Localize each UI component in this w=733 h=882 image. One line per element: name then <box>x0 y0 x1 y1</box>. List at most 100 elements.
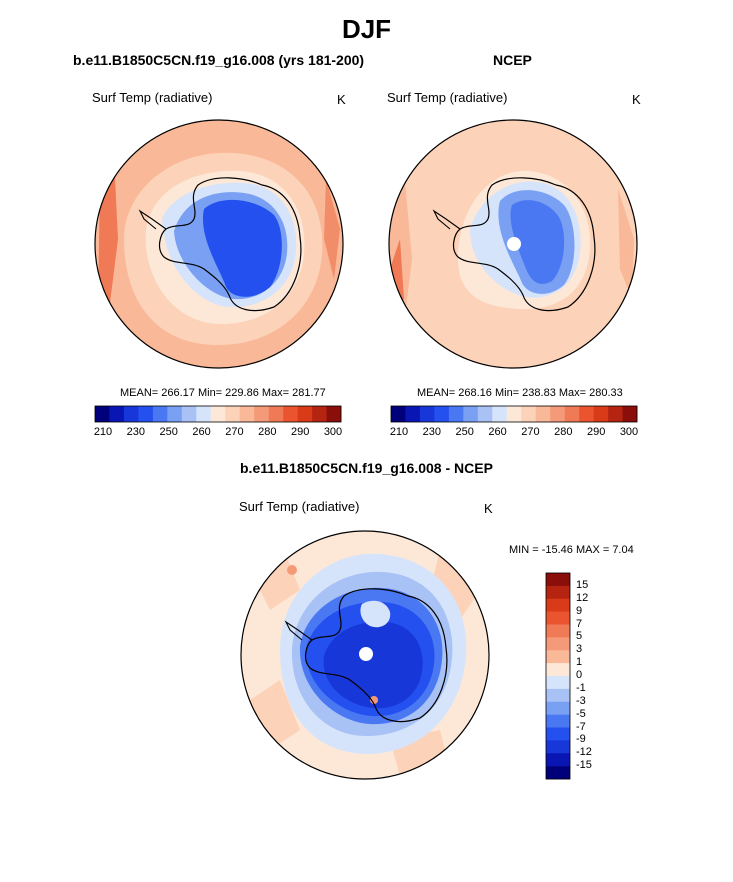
model-colorbar-cell <box>109 406 125 422</box>
obs-colorbar-cell <box>405 406 421 422</box>
model-panel-title: b.e11.B1850C5CN.f19_g16.008 (yrs 181-200… <box>73 52 365 68</box>
model-colorbar-tick-label: 230 <box>126 426 146 438</box>
diff-colorbar-tick-label: -15 <box>576 759 592 772</box>
model-variable-label: Surf Temp (radiative) <box>92 90 213 105</box>
model-colorbar-cell <box>283 406 298 422</box>
diff-colorbar-tick-label: 5 <box>576 630 583 643</box>
obs-colorbar-cell <box>521 406 537 422</box>
diff-colorbar-cell <box>546 688 570 703</box>
obs-colorbar-cell <box>434 406 450 422</box>
obs-colorbar-cell <box>492 406 508 422</box>
model-colorbar-cell <box>210 406 226 422</box>
obs-colorbar <box>390 405 638 423</box>
diff-colorbar-cell <box>546 585 570 600</box>
obs-colorbar-cell <box>448 406 464 422</box>
obs-colorbar-cell <box>506 406 522 422</box>
diff-colorbar <box>545 572 571 780</box>
diff-colorbar-tick-label: 15 <box>576 578 589 591</box>
model-colorbar-cell <box>268 406 284 422</box>
obs-variable-label: Surf Temp (radiative) <box>387 90 508 105</box>
model-stats: MEAN= 266.17 Min= 229.86 Max= 281.77 <box>120 387 326 399</box>
diff-stats: MIN = -15.46 MAX = 7.04 <box>509 544 634 556</box>
obs-colorbar-cell <box>579 406 594 422</box>
obs-colorbar-tick-label: 250 <box>455 426 474 438</box>
model-colorbar-tick-label: 300 <box>323 426 343 438</box>
diff-colorbar-tick-label: -9 <box>576 733 586 746</box>
obs-colorbar-cell <box>419 406 435 422</box>
obs-colorbar-cell <box>593 406 609 422</box>
diff-units-label: K <box>484 501 493 516</box>
figure-title: DJF <box>341 14 392 44</box>
diff-colorbar-cell <box>546 727 570 741</box>
diff-colorbar-cell <box>546 714 570 728</box>
diff-colorbar-cell <box>546 611 570 625</box>
model-colorbar-cell <box>254 406 269 422</box>
diff-colorbar-tick-label: 12 <box>576 591 589 604</box>
model-colorbar-cell <box>138 406 154 422</box>
model-colorbar <box>94 405 342 423</box>
diff-colorbar-tick-label: -12 <box>576 746 592 759</box>
diff-polar-map <box>240 530 490 780</box>
diff-colorbar-cell <box>546 766 570 780</box>
diff-colorbar-cell <box>546 740 570 754</box>
obs-colorbar-tick-label: 230 <box>422 426 442 438</box>
obs-colorbar-tick-label: 260 <box>488 426 507 438</box>
obs-stats: MEAN= 268.16 Min= 238.83 Max= 280.33 <box>417 387 623 399</box>
model-polar-map <box>94 119 344 369</box>
obs-colorbar-ticks: 210 230 250 260 270 280 290 300 <box>390 426 638 440</box>
diff-colorbar-cell <box>546 650 570 664</box>
model-colorbar-cell <box>225 406 241 422</box>
obs-colorbar-cell <box>608 406 623 422</box>
diff-panel-title: b.e11.B1850C5CN.f19_g16.008 - NCEP <box>240 460 493 476</box>
obs-colorbar-tick-label: 300 <box>619 426 639 438</box>
diff-colorbar-cell <box>546 624 570 638</box>
diff-colorbar-tick-label: 7 <box>576 617 583 630</box>
obs-colorbar-cell <box>391 406 406 422</box>
diff-colorbar-tick-label: 9 <box>576 604 583 617</box>
diff-colorbar-cell <box>546 598 570 612</box>
diff-colorbar-cell <box>546 676 570 690</box>
model-colorbar-cell <box>152 406 168 422</box>
model-colorbar-cell <box>167 406 183 422</box>
obs-colorbar-cell <box>622 406 638 422</box>
model-colorbar-tick-label: 290 <box>290 426 310 438</box>
model-colorbar-tick-label: 280 <box>258 426 277 438</box>
diff-colorbar-tick-label: -7 <box>576 720 586 733</box>
model-colorbar-tick-label: 270 <box>225 426 244 438</box>
model-colorbar-cell <box>181 406 197 422</box>
obs-colorbar-tick-label: 290 <box>586 426 606 438</box>
diff-colorbar-tick-label: 1 <box>576 656 583 669</box>
diff-colorbar-cell <box>546 753 570 767</box>
diff-colorbar-cell <box>546 573 570 587</box>
diff-colorbar-cell <box>546 663 570 677</box>
diff-colorbar-tick-label: -3 <box>576 694 586 707</box>
diff-colorbar-tick-label: 0 <box>576 669 583 681</box>
model-colorbar-cell <box>123 406 139 422</box>
obs-colorbar-tick-label: 210 <box>389 426 409 438</box>
obs-colorbar-tick-label: 270 <box>521 426 540 438</box>
model-colorbar-ticks: 210 230 250 260 270 280 290 300 <box>94 426 342 440</box>
obs-colorbar-tick-label: 280 <box>554 426 573 438</box>
model-colorbar-tick-label: 250 <box>159 426 178 438</box>
model-colorbar-cell <box>95 406 110 422</box>
model-colorbar-cell <box>239 406 255 422</box>
model-colorbar-cell <box>297 406 313 422</box>
model-units-label: K <box>337 92 346 107</box>
diff-variable-label: Surf Temp (radiative) <box>239 499 360 514</box>
obs-colorbar-cell <box>477 406 493 422</box>
model-colorbar-cell <box>196 406 212 422</box>
model-colorbar-tick-label: 210 <box>93 426 113 438</box>
obs-colorbar-cell <box>463 406 479 422</box>
obs-colorbar-cell <box>550 406 565 422</box>
diff-colorbar-ticks: 15 12 9 7 5 3 1 0 -1 -3 -5 -7 -9 -12 -15 <box>576 573 616 779</box>
obs-units-label: K <box>632 92 641 107</box>
diff-colorbar-tick-label: -1 <box>576 681 586 694</box>
obs-colorbar-cell <box>564 406 580 422</box>
model-colorbar-tick-label: 260 <box>192 426 211 438</box>
obs-polar-map <box>388 119 638 369</box>
diff-colorbar-cell <box>546 701 570 715</box>
model-colorbar-cell <box>326 406 342 422</box>
obs-panel-title: NCEP <box>493 52 532 68</box>
diff-colorbar-cell <box>546 637 570 651</box>
obs-colorbar-cell <box>535 406 551 422</box>
